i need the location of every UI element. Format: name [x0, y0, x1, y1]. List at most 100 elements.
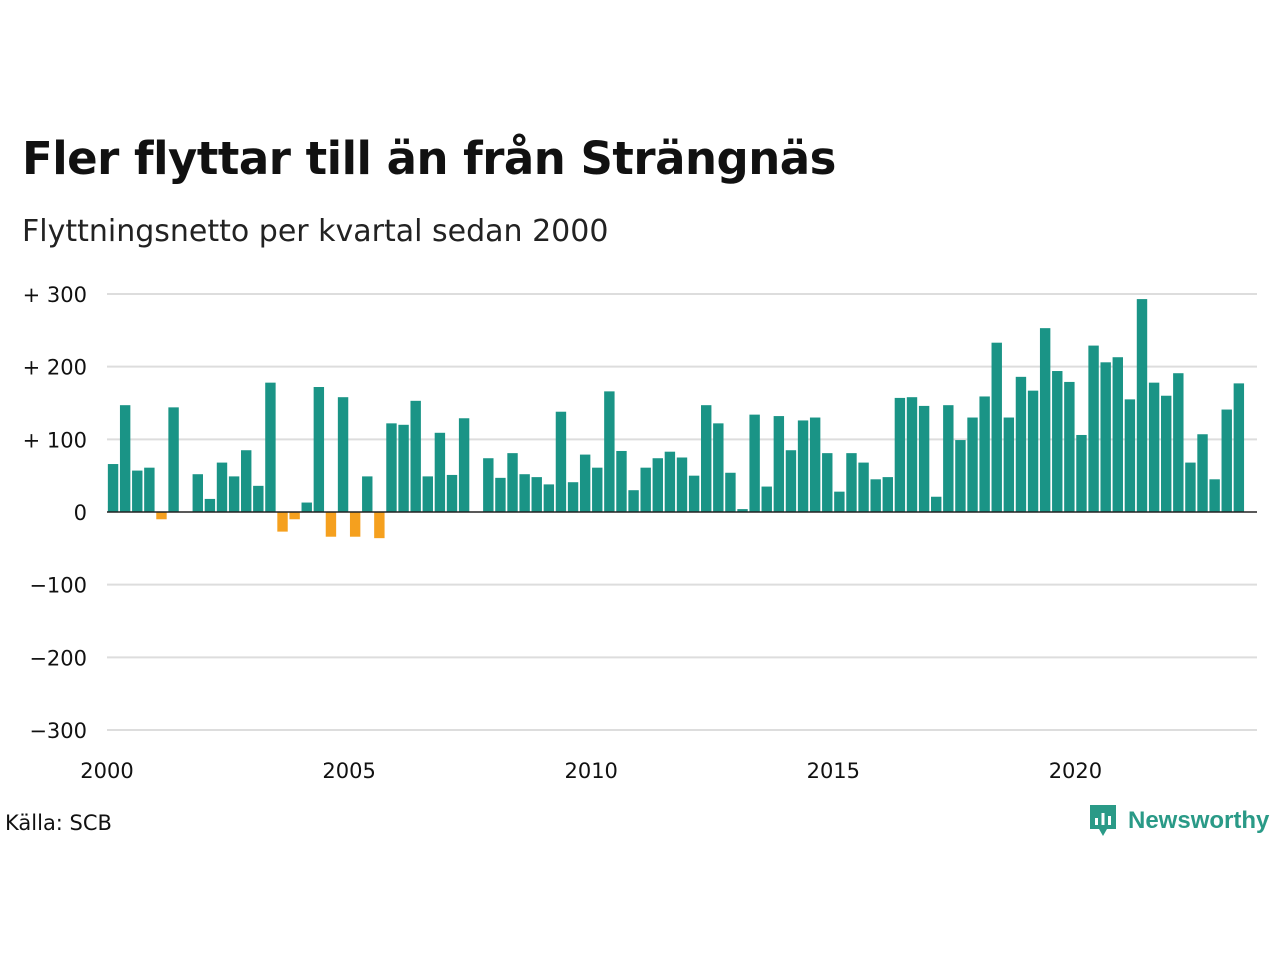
bar: [349, 512, 361, 537]
bar: [918, 405, 930, 512]
bar: [277, 512, 288, 532]
bar: [943, 405, 954, 512]
bar: [1209, 479, 1220, 512]
bar: [446, 474, 458, 512]
bar: [144, 467, 155, 512]
bar: [1161, 395, 1172, 512]
bar: [834, 491, 845, 512]
bar: [1185, 462, 1196, 512]
x-tick-label: 2005: [322, 759, 375, 783]
bar: [701, 405, 712, 512]
bar: [241, 450, 252, 512]
bar: [204, 498, 216, 512]
bar: [567, 482, 579, 512]
bar: [168, 407, 179, 512]
bar: [955, 440, 966, 512]
bar: [458, 418, 470, 512]
y-tick-label: −300: [29, 719, 87, 743]
bars: [107, 299, 1245, 539]
bar: [628, 490, 639, 512]
bar: [797, 420, 809, 512]
newsworthy-logo-icon: [1090, 805, 1116, 836]
y-tick-label: −200: [29, 646, 87, 670]
bar: [1015, 376, 1027, 512]
y-tick-label: + 300: [23, 283, 87, 307]
bar: [374, 512, 385, 539]
brand-name: Newsworthy: [1128, 807, 1270, 834]
y-axis-labels: + 300 + 200 + 100 0 −100 −200 −300: [23, 283, 87, 743]
x-tick-label: 2020: [1049, 759, 1102, 783]
bar: [519, 474, 530, 512]
bar: [1136, 299, 1148, 512]
x-tick-label: 2000: [80, 759, 133, 783]
bar: [192, 474, 203, 512]
bar: [725, 472, 736, 512]
bar: [410, 400, 421, 512]
bar: [761, 486, 772, 512]
bar: [737, 509, 748, 512]
chart-subtitle: Flyttningsnetto per kvartal sedan 2000: [22, 214, 609, 249]
bar: [749, 414, 760, 512]
bar: [119, 405, 131, 512]
bar: [809, 417, 821, 512]
y-tick-label: + 200: [23, 356, 87, 380]
bar: [434, 432, 446, 512]
bar: [592, 467, 603, 512]
bar: [216, 462, 228, 512]
x-axis-labels: 2000 2005 2010 2015 2020: [80, 759, 1102, 783]
bar: [979, 396, 990, 512]
bar: [386, 423, 397, 512]
bar: [858, 462, 869, 512]
bar: [713, 423, 724, 512]
bar: [398, 424, 409, 512]
bar: [253, 485, 264, 512]
bar: [531, 477, 542, 512]
bar: [507, 453, 518, 512]
source-note: Källa: SCB: [5, 811, 112, 835]
bar: [1112, 357, 1123, 512]
bar: [1148, 382, 1160, 512]
bar: [579, 454, 591, 512]
chart-title: Fler flyttar till än från Strängnäs: [22, 132, 836, 185]
brand-logo: Newsworthy: [1088, 803, 1269, 839]
bar: [773, 416, 785, 512]
bar: [337, 397, 349, 512]
bar: [422, 476, 433, 512]
bar: [156, 512, 167, 520]
bar: [906, 397, 918, 512]
bar: [265, 382, 276, 512]
bar: [1039, 328, 1051, 512]
x-tick-label: 2010: [564, 759, 617, 783]
bar: [822, 453, 833, 512]
bar: [1076, 434, 1087, 512]
bar: [325, 512, 337, 537]
bar: [555, 411, 567, 512]
bar: [1027, 390, 1039, 512]
bar: [1124, 399, 1136, 512]
bar: [894, 397, 906, 512]
bar: [1052, 371, 1063, 512]
x-tick-label: 2015: [807, 759, 860, 783]
bar: [1064, 381, 1075, 512]
bar: [640, 467, 651, 512]
bar: [1088, 345, 1099, 512]
bar: [362, 476, 373, 512]
bar: [495, 477, 506, 512]
bar: [483, 458, 494, 512]
bar: [1197, 434, 1208, 512]
bar: [688, 475, 700, 512]
y-tick-label: + 100: [23, 428, 87, 452]
bar: [543, 484, 555, 512]
bar: [301, 502, 312, 512]
bar: [1221, 409, 1232, 512]
bar: [882, 477, 893, 512]
bar: [313, 387, 325, 512]
bar: [1233, 383, 1245, 512]
bar: [931, 496, 942, 512]
bar: [870, 479, 881, 512]
bar: [785, 450, 797, 512]
bar: [991, 342, 1002, 512]
bar: [967, 417, 978, 512]
y-tick-label: −100: [29, 574, 87, 598]
